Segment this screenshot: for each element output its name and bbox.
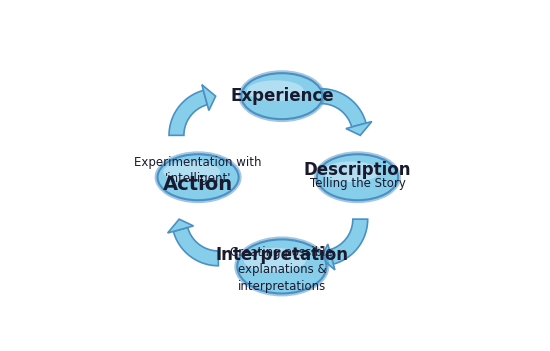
Ellipse shape [234,237,329,297]
Polygon shape [173,227,218,266]
Polygon shape [169,91,207,135]
Text: Interpretation: Interpretation [216,246,348,264]
Text: Description: Description [304,161,411,179]
Polygon shape [321,89,366,127]
Polygon shape [168,219,194,233]
Text: Telling the Story: Telling the Story [310,177,405,190]
Polygon shape [346,121,372,135]
Ellipse shape [247,80,304,101]
Ellipse shape [323,161,379,182]
Ellipse shape [157,154,239,200]
Ellipse shape [238,70,326,122]
Polygon shape [202,85,216,111]
Text: Experience: Experience [230,87,334,105]
Ellipse shape [237,239,327,293]
Ellipse shape [241,73,322,119]
Polygon shape [321,244,335,270]
Ellipse shape [244,248,306,272]
Text: Experimentation with
'intelligent': Experimentation with 'intelligent' [134,156,262,185]
Ellipse shape [155,151,241,203]
Polygon shape [329,219,368,264]
Ellipse shape [314,151,401,203]
Text: Action: Action [163,174,233,193]
Ellipse shape [163,161,220,182]
Text: Creating possible
explanations &
interpretations: Creating possible explanations & interpr… [230,246,333,293]
Ellipse shape [317,154,398,200]
